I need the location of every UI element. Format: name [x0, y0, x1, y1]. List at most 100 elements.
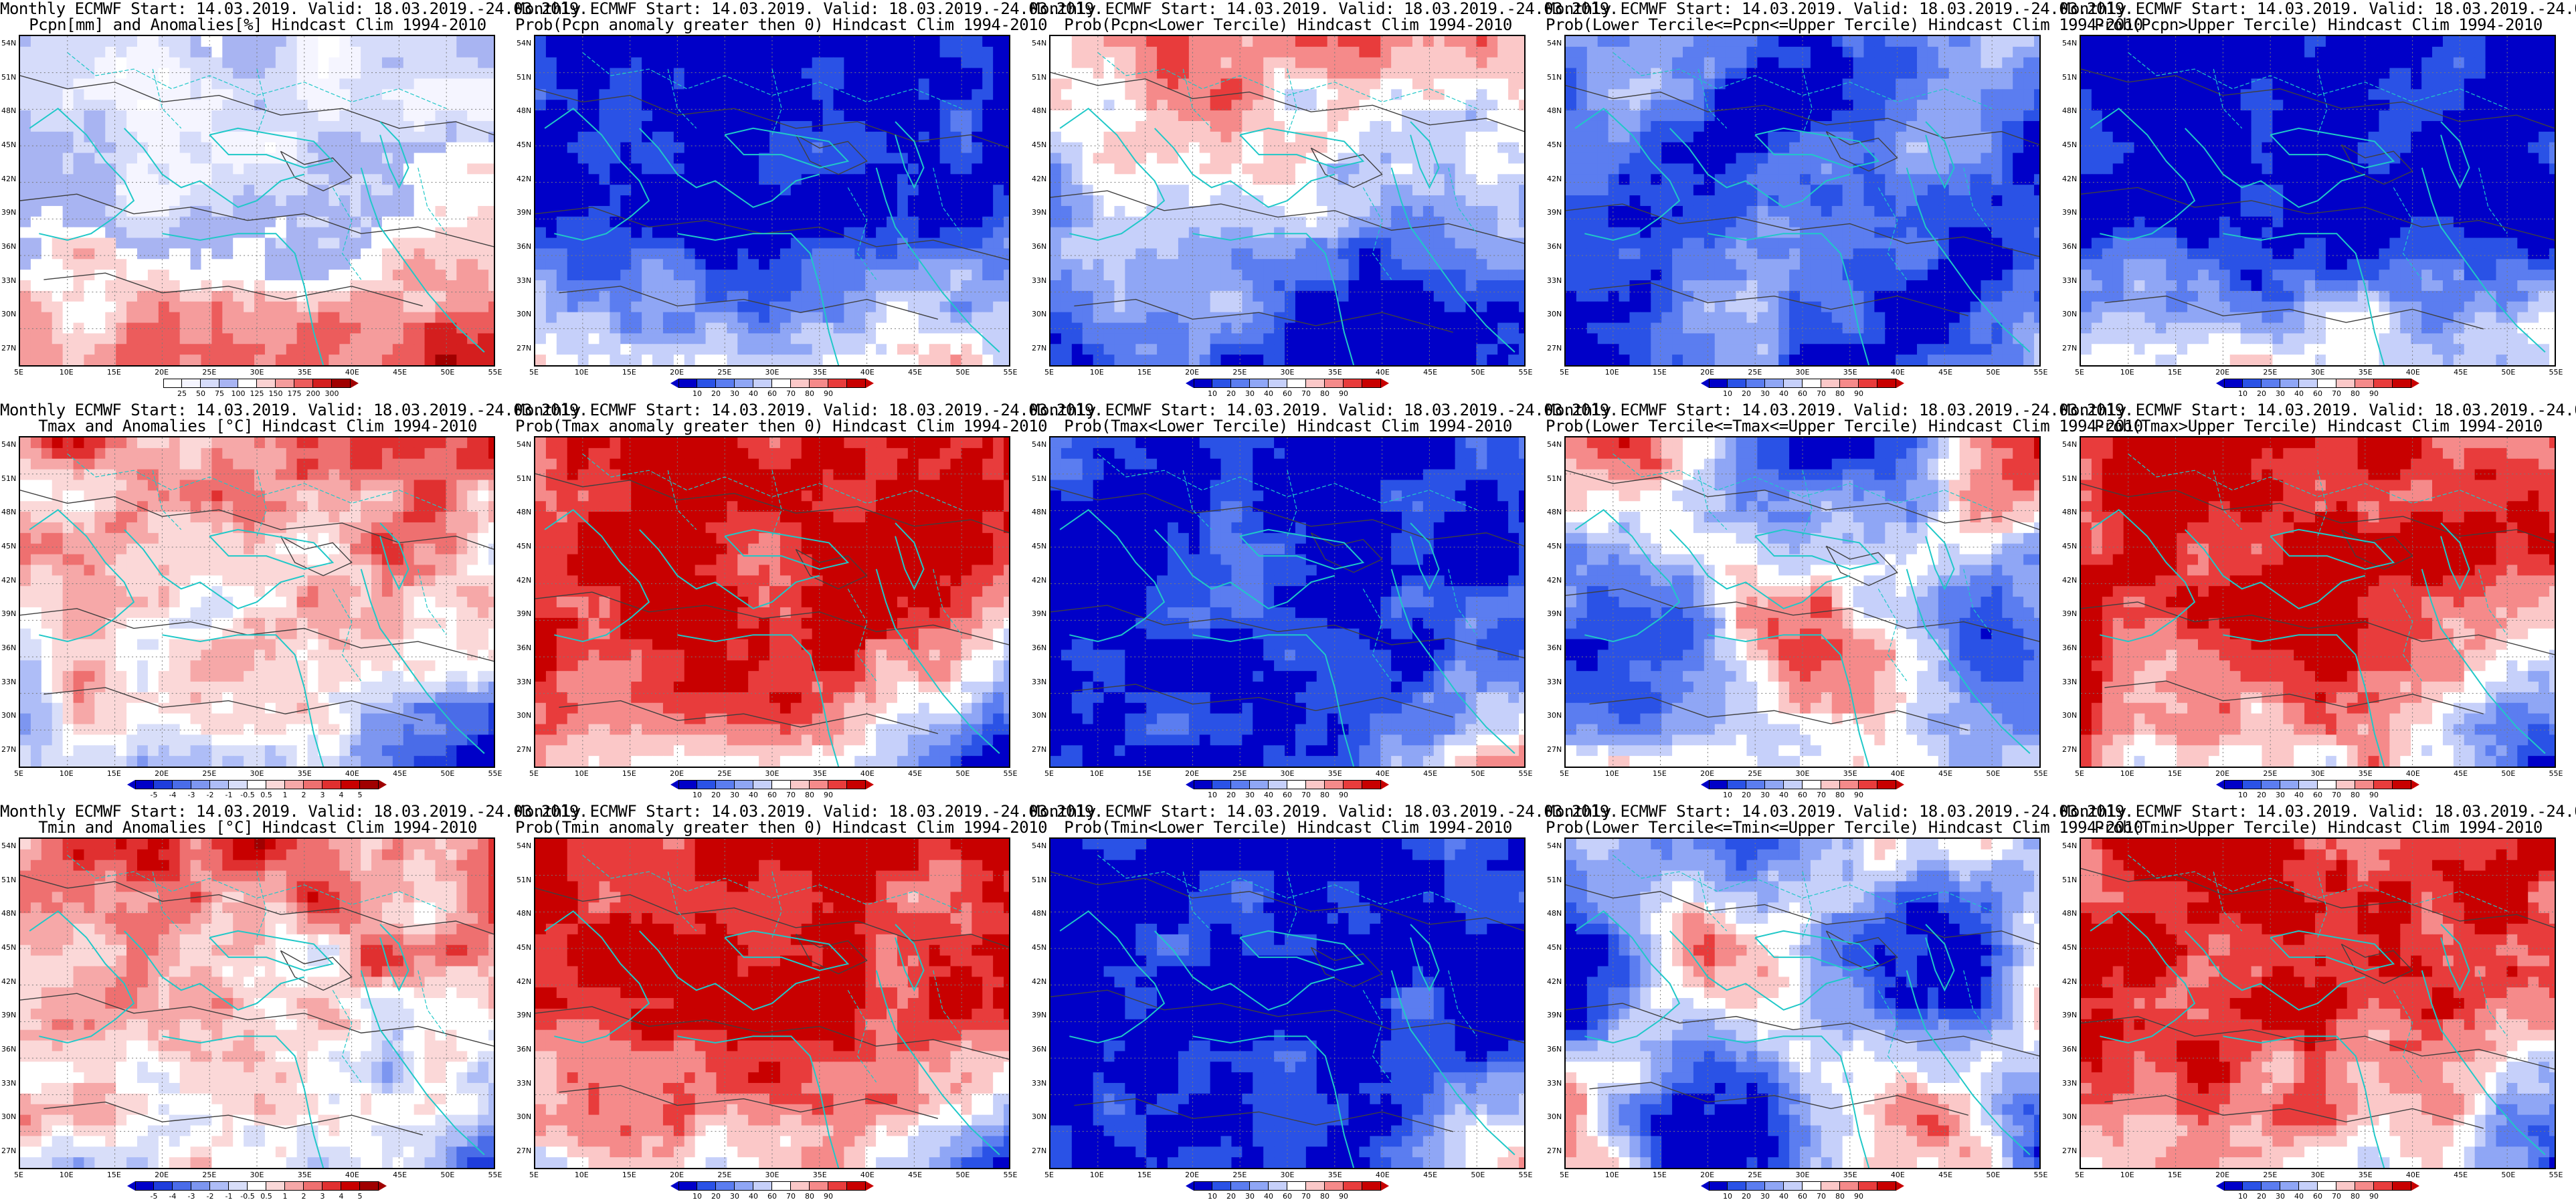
lat-tick-label: 33N — [1032, 276, 1049, 285]
lat-tick-label: 39N — [2062, 1011, 2080, 1019]
lat-tick-label: 54N — [2062, 440, 2080, 449]
forecast-panel: Monthly ECMWF Start: 14.03.2019. Valid: … — [2061, 803, 2576, 1204]
colorbar-swatch — [285, 780, 304, 789]
map-canvas — [535, 839, 1009, 1168]
colorbar-swatch — [753, 379, 772, 388]
lon-tick-label: 40E — [1891, 368, 1905, 377]
colorbar-swatch — [285, 1181, 304, 1191]
map-canvas — [2081, 839, 2555, 1168]
colorbar-swatch — [810, 780, 828, 789]
colorbar-tick-label: 20 — [2257, 791, 2266, 799]
colorbar-swatch — [697, 780, 716, 789]
lon-tick-label: 25E — [717, 1171, 731, 1179]
lat-tick-label: 27N — [2062, 745, 2080, 754]
colorbar-low-arrow — [2216, 1181, 2224, 1191]
colorbar-low-arrow — [155, 379, 163, 388]
panel-title-line1: Monthly ECMWF Start: 14.03.2019. Valid: … — [1030, 0, 1619, 17]
map-plot — [1049, 35, 1526, 367]
colorbar-tick-label: 30 — [1245, 389, 1255, 398]
lon-tick-label: 20E — [2215, 769, 2229, 778]
lat-tick-label: 27N — [517, 1146, 534, 1155]
colorbar-swatch — [2393, 1181, 2411, 1191]
colorbar-tick-label: 40 — [749, 791, 758, 799]
lat-tick-label: 45N — [517, 943, 534, 952]
colorbar-tick-label: 10 — [693, 389, 702, 398]
colorbar-swatch — [1194, 780, 1212, 789]
colorbar-tick-label: 90 — [1339, 389, 1348, 398]
colorbar-tick-label: 0.5 — [260, 791, 272, 799]
colorbar-tick-label: 90 — [824, 791, 833, 799]
lon-tick-label: 25E — [202, 368, 216, 377]
lon-tick-label: 50E — [955, 769, 970, 778]
colorbar-tick-label: 40 — [2294, 389, 2304, 398]
lat-tick-label: 39N — [1547, 208, 1564, 217]
colorbar-tick-label: 30 — [1760, 791, 1770, 799]
lon-tick-label: 10E — [575, 1171, 589, 1179]
colorbar-tick-label: 60 — [2313, 791, 2322, 799]
coastlines — [29, 508, 485, 767]
forecast-panel: Monthly ECMWF Start: 14.03.2019. Valid: … — [2061, 401, 2576, 803]
forecast-panel: Monthly ECMWF Start: 14.03.2019. Valid: … — [515, 0, 1103, 401]
lon-tick-label: 40E — [1891, 1171, 1905, 1179]
lon-tick-label: 30E — [1796, 769, 1810, 778]
colorbar-swatch — [238, 379, 257, 388]
colorbar-tick-label: 20 — [711, 389, 721, 398]
lon-tick-label: 55E — [1519, 769, 1533, 778]
forecast-panel: Monthly ECMWF Start: 14.03.2019. Valid: … — [0, 0, 588, 401]
colorbar-tick-label: 30 — [1245, 791, 1255, 799]
lon-tick-label: 5E — [529, 769, 539, 778]
lat-tick-label: 27N — [517, 344, 534, 353]
colorbar-swatch — [847, 379, 866, 388]
colorbar-tick-label: 30 — [730, 389, 739, 398]
lon-tick-label: 20E — [1700, 1171, 1714, 1179]
lon-tick-label: 25E — [1748, 769, 1762, 778]
contour-lines — [1050, 486, 1524, 718]
lon-tick-label: 30E — [1796, 1171, 1810, 1179]
lat-tick-label: 36N — [1, 242, 19, 251]
colorbar-swatch — [1803, 780, 1821, 789]
map-plot — [1564, 436, 2041, 768]
lat-tick-label: 42N — [2062, 175, 2080, 183]
colorbar-tick-label: -5 — [151, 791, 158, 799]
colorbar-swatch — [1344, 379, 1362, 388]
lat-tick-label: 39N — [1547, 1011, 1564, 1019]
colorbar: 10 20 30 40 60 70 80 90 — [2216, 780, 2419, 799]
colorbar-swatch — [2299, 379, 2318, 388]
colorbar-tick-label: 0.5 — [260, 1192, 272, 1201]
lat-tick-label: 30N — [1032, 711, 1049, 720]
colorbar-tick-label: -3 — [188, 1192, 195, 1201]
lon-tick-label: 20E — [155, 368, 169, 377]
lat-tick-label: 51N — [517, 73, 534, 82]
lon-tick-label: 40E — [2406, 1171, 2420, 1179]
colorbar-tick-label: 20 — [1226, 791, 1236, 799]
lon-tick-label: 35E — [813, 368, 827, 377]
colorbar-tick-label: 60 — [1283, 389, 1292, 398]
lon-tick-label: 5E — [1560, 1171, 1569, 1179]
lon-tick-label: 50E — [440, 769, 454, 778]
lon-tick-label: 25E — [1232, 368, 1247, 377]
colorbar: 10 20 30 40 60 70 80 90 — [670, 379, 874, 398]
colorbar-swatch — [791, 379, 810, 388]
colorbar-tick-label: 10 — [1723, 389, 1732, 398]
coastlines — [1574, 508, 2031, 767]
panel-title-line2: Tmax and Anomalies [°C] Hindcast Clim 19… — [0, 417, 515, 435]
map-canvas — [2081, 36, 2555, 365]
lat-tick-label: 54N — [1547, 440, 1564, 449]
colorbar-tick-label: 10 — [2238, 389, 2247, 398]
lon-tick-label: 35E — [1328, 1171, 1342, 1179]
country-borders — [67, 855, 447, 1083]
lat-tick-label: 42N — [1547, 576, 1564, 585]
coastlines — [1059, 107, 1515, 365]
colorbar-tick-label: -0.5 — [240, 1192, 254, 1201]
colorbar-tick-label: 75 — [215, 389, 224, 398]
colorbar-swatch — [2224, 1181, 2243, 1191]
colorbar-low-arrow — [1186, 379, 1194, 388]
lon-tick-label: 35E — [813, 769, 827, 778]
colorbar-tick-label: 50 — [196, 389, 205, 398]
colorbar-tick-label: 80 — [1320, 791, 1329, 799]
lat-tick-label: 51N — [2062, 876, 2080, 884]
colorbar-swatch — [1765, 379, 1784, 388]
colorbar-swatch — [2355, 780, 2374, 789]
lat-tick-label: 45N — [1547, 542, 1564, 550]
colorbar-swatch — [1821, 1181, 1840, 1191]
